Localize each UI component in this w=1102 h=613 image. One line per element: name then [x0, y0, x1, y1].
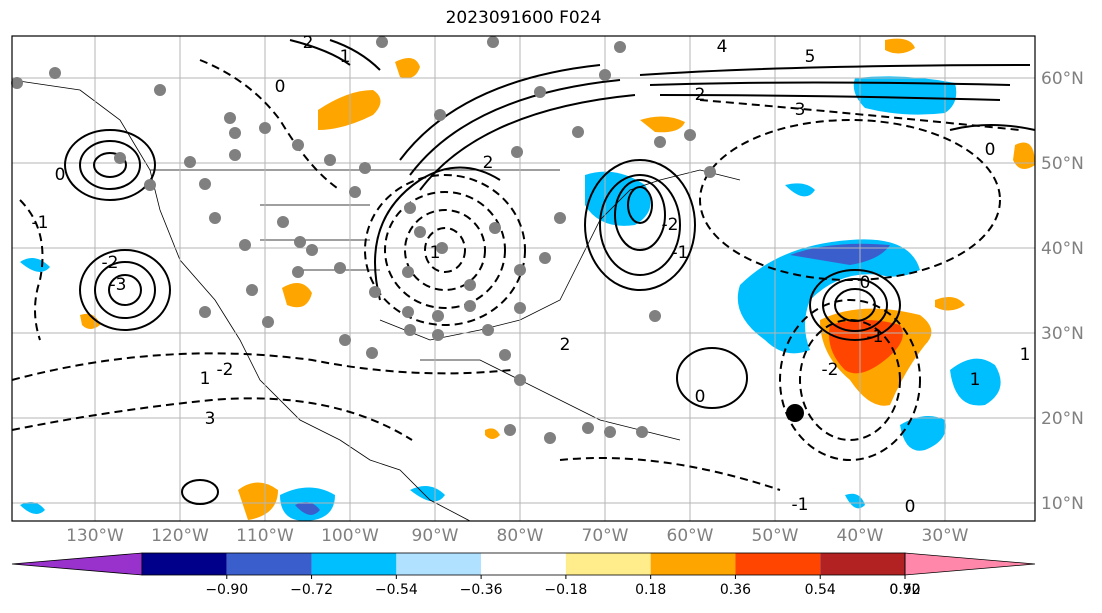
longitude-label: 130°W: [66, 526, 124, 546]
latitude-label: 20°N: [1041, 409, 1084, 429]
colorbar-segment: [311, 553, 397, 575]
colorbar-tick-label: −0.54: [375, 582, 418, 598]
map-frame: [11, 35, 1036, 522]
contour-value-label: 3: [795, 100, 806, 120]
latitude-label: 40°N: [1041, 239, 1084, 259]
contour-value-label: -2: [662, 215, 679, 235]
dashed-contours: [11, 59, 1021, 491]
longitude-labels: 130°W 120°W 110°W 100°W 90°W 80°W 70°W 60°W 50°W…: [66, 526, 969, 546]
longitude-label: 70°W: [582, 526, 629, 546]
contour-value-label: 1: [970, 370, 981, 390]
colorbar-tick-label: 0.90: [889, 582, 920, 598]
colorbar-tick-label: −0.90: [205, 582, 248, 598]
contour-value-label: 0: [905, 497, 916, 517]
latitude-labels: 60°N 50°N 40°N 30°N 20°N 10°N: [1041, 69, 1084, 514]
contour-value-label: -1: [792, 495, 809, 515]
longitude-label: 50°W: [752, 526, 799, 546]
latitude-label: 10°N: [1041, 494, 1084, 514]
contour-value-label: 2: [303, 33, 314, 53]
colorbar-tick-label: 0.36: [720, 582, 751, 598]
colorbar-outline: [141, 552, 906, 576]
longitude-label: 110°W: [236, 526, 294, 546]
map-area: [12, 36, 1035, 521]
colorbar-max-arrow: [904, 552, 1036, 576]
colorbar-tick-label: −0.72: [290, 582, 333, 598]
colorbar-min-arrow: [11, 552, 143, 576]
colorbar-segment: [735, 553, 821, 575]
longitude-label: 100°W: [321, 526, 379, 546]
longitude-label: 40°W: [837, 526, 884, 546]
colorbar-tick-label: 0.72: [889, 582, 920, 598]
contour-value-label: -1: [672, 243, 689, 263]
contour-value-label: -3: [110, 275, 127, 295]
contour-value-label: 5: [805, 47, 816, 67]
longitude-label: 90°W: [412, 526, 459, 546]
contour-lines: [64, 39, 1036, 505]
latitude-label: 60°N: [1041, 69, 1084, 89]
contour-value-label: 0: [985, 140, 996, 160]
observation-dots: [11, 36, 716, 444]
colorbar-tick-label: 0.54: [805, 582, 836, 598]
graticule: [12, 36, 1035, 521]
contour-value-label: 0: [55, 165, 66, 185]
contour-value-label: -2: [102, 253, 119, 273]
storm-center-marker: [786, 404, 804, 422]
contour-value-label: 1: [1020, 345, 1031, 365]
longitude-label: 60°W: [667, 526, 714, 546]
plot-title: 2023091600 F024: [445, 8, 602, 28]
colorbar-segment: [142, 553, 227, 575]
contour-value-label: 2: [483, 153, 494, 173]
colorbar-tick-label: −0.36: [460, 582, 503, 598]
latitude-label: 50°N: [1041, 154, 1084, 174]
contour-value-label: 2: [560, 335, 571, 355]
colorbar-tick-label: −0.18: [544, 582, 587, 598]
latitude-label: 30°N: [1041, 324, 1084, 344]
longitude-label: 80°W: [497, 526, 544, 546]
contour-value-label: -1: [867, 327, 884, 347]
contour-value-label: -2: [217, 360, 234, 380]
contour-value-label: -1: [32, 213, 49, 233]
colorbar-tick-label: 0.18: [635, 582, 666, 598]
contour-value-label: 3: [205, 409, 216, 429]
longitude-label: 30°W: [922, 526, 969, 546]
contour-value-label: 0: [275, 77, 286, 97]
colorbar-segment: [650, 553, 736, 575]
colorbar-segment: [481, 553, 566, 575]
colorbar-segment: [226, 553, 312, 575]
colorbar-segment: [565, 553, 651, 575]
colorbar: −0.90 −0.72 −0.54 −0.36 −0.18 0.18 0.36 0.54 0.7…: [11, 552, 1036, 598]
contour-value-label: 0: [695, 387, 706, 407]
contour-value-label: 1: [200, 369, 211, 389]
contour-value-label: 1: [430, 243, 441, 263]
contour-value-label: 2: [695, 85, 706, 105]
contour-value-label: 0: [860, 273, 871, 293]
contour-value-label: -2: [822, 360, 839, 380]
contour-value-label: 1: [340, 47, 351, 67]
contour-value-label: 4: [717, 37, 728, 57]
colorbar-segment: [820, 553, 905, 575]
longitude-label: 120°W: [151, 526, 209, 546]
colorbar-segment: [396, 553, 482, 575]
